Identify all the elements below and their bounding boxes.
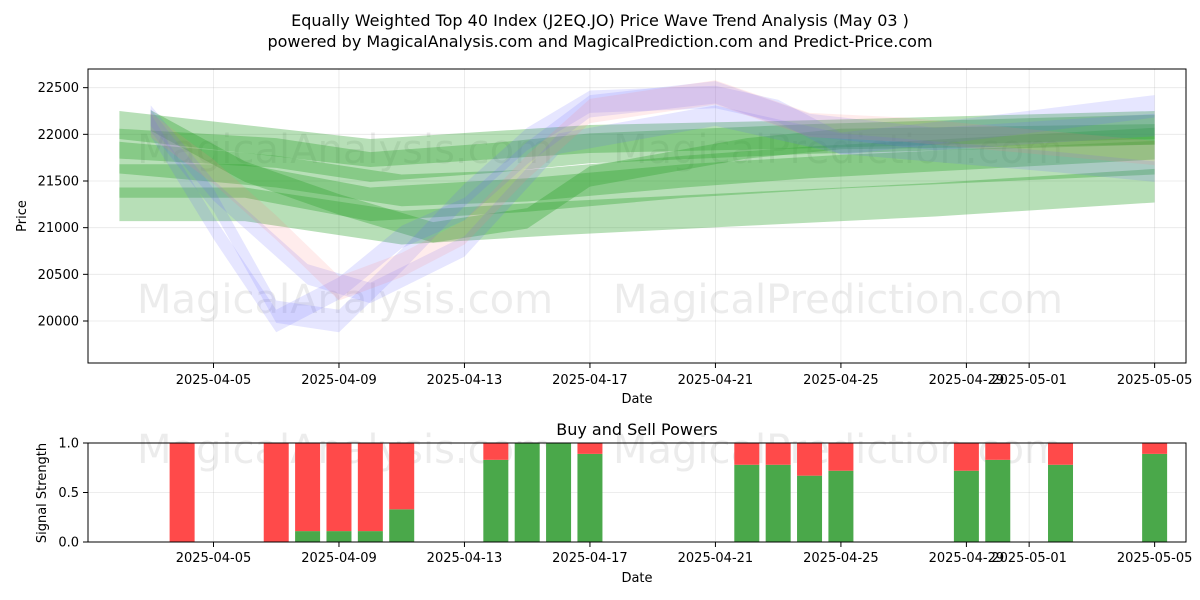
price-y-tick-label: 21000 bbox=[38, 221, 79, 236]
buy-sell-x-tick-label: 2025-04-17 bbox=[552, 551, 628, 566]
chart-subtitle: powered by MagicalAnalysis.com and Magic… bbox=[267, 32, 932, 51]
buy-bar bbox=[514, 443, 540, 542]
buy-bar bbox=[295, 531, 321, 542]
buy-sell-y-axis-label: Signal Strength bbox=[35, 443, 50, 543]
buy-sell-x-tick-label: 2025-05-05 bbox=[1117, 551, 1193, 566]
price-y-axis-label: Price bbox=[15, 200, 30, 232]
sell-bar bbox=[765, 443, 791, 465]
buy-bar bbox=[953, 470, 979, 542]
sell-bar bbox=[169, 443, 195, 542]
sell-bar bbox=[1142, 443, 1168, 454]
buy-bar bbox=[357, 531, 383, 542]
buy-sell-bars bbox=[169, 443, 1168, 542]
buy-bar bbox=[1142, 453, 1168, 542]
sell-bar bbox=[483, 443, 509, 460]
price-x-tick-label: 2025-04-25 bbox=[803, 373, 879, 388]
buy-bar bbox=[765, 464, 791, 542]
buy-bar bbox=[326, 531, 352, 542]
price-wave-series bbox=[119, 80, 1155, 333]
buy-sell-x-ticks: 2025-04-05 2025-04-09 2025-04-13 2025-04-17… bbox=[176, 542, 1193, 566]
buy-bar bbox=[1048, 464, 1074, 542]
price-wave-band-green bbox=[119, 111, 1155, 167]
buy-sell-x-axis-label: Date bbox=[621, 571, 652, 586]
buy-sell-x-tick-label: 2025-05-01 bbox=[991, 551, 1067, 566]
price-wave-band-green bbox=[150, 110, 1155, 243]
buy-bar bbox=[797, 475, 823, 542]
price-wave-band-green bbox=[119, 114, 1155, 182]
price-plot-frame bbox=[87, 68, 1187, 364]
watermark-prediction-middle: MagicalPrediction.com bbox=[613, 277, 1063, 323]
sell-bar bbox=[326, 443, 352, 532]
price-wave-band-red bbox=[150, 80, 1155, 301]
watermark-prediction-top: MagicalPrediction.com bbox=[613, 127, 1063, 173]
price-y-tick-label: 20000 bbox=[38, 315, 79, 330]
buy-bar bbox=[985, 459, 1011, 542]
price-wave-band-green bbox=[119, 140, 1155, 222]
price-wave-band-green bbox=[119, 168, 1155, 245]
price-x-tick-label: 2025-04-13 bbox=[427, 373, 503, 388]
price-x-tick-label: 2025-04-05 bbox=[176, 373, 252, 388]
price-wave-band-green bbox=[119, 127, 1155, 207]
buy-sell-x-tick-label: 2025-04-13 bbox=[427, 551, 503, 566]
buy-sell-y-tick-label: 0.0 bbox=[58, 536, 79, 551]
buy-bar bbox=[734, 464, 760, 542]
buy-bar bbox=[483, 459, 509, 542]
price-wave-band-blue bbox=[150, 81, 1155, 333]
sell-bar bbox=[985, 443, 1011, 460]
sell-bar bbox=[295, 443, 321, 532]
buy-bar bbox=[546, 443, 572, 542]
buy-sell-y-tick-label: 1.0 bbox=[58, 437, 79, 452]
sell-bar bbox=[1048, 443, 1074, 465]
buy-sell-y-tick-label: 0.5 bbox=[58, 486, 79, 501]
price-x-tick-label: 2025-05-01 bbox=[991, 373, 1067, 388]
buy-sell-x-tick-label: 2025-04-05 bbox=[176, 551, 252, 566]
price-y-tick-label: 20500 bbox=[38, 268, 79, 283]
sell-bar bbox=[797, 443, 823, 476]
sell-bar bbox=[577, 443, 603, 454]
sell-bar bbox=[828, 443, 854, 471]
buy-sell-y-ticks: 0.0 0.5 1.0 bbox=[58, 437, 88, 551]
watermark-analysis-top: MagicalAnalysis.com bbox=[137, 127, 553, 173]
buy-sell-x-tick-label: 2025-04-21 bbox=[678, 551, 754, 566]
watermark-analysis-middle: MagicalAnalysis.com bbox=[137, 277, 553, 323]
price-y-ticks: 20000 20500 21000 21500 22000 22500 bbox=[38, 81, 88, 330]
price-y-tick-label: 22500 bbox=[38, 81, 79, 96]
price-plot-background bbox=[88, 69, 1186, 363]
price-x-tick-label: 2025-05-05 bbox=[1117, 373, 1193, 388]
price-y-tick-label: 21500 bbox=[38, 175, 79, 190]
buy-sell-x-tick-label: 2025-04-09 bbox=[301, 551, 377, 566]
price-x-axis-label: Date bbox=[621, 392, 652, 407]
sell-bar bbox=[734, 443, 760, 465]
sell-bar bbox=[263, 443, 289, 542]
sell-bar bbox=[953, 443, 979, 471]
price-x-ticks: 2025-04-05 2025-04-09 2025-04-13 2025-04-17… bbox=[176, 363, 1193, 388]
buy-bar bbox=[389, 509, 415, 542]
price-gridlines bbox=[88, 69, 1186, 363]
buy-sell-x-tick-label: 2025-04-25 bbox=[803, 551, 879, 566]
sell-bar bbox=[389, 443, 415, 510]
buy-sell-chart: Buy and Sell Powers MagicalAnalysis.com … bbox=[35, 420, 1192, 586]
buy-bar bbox=[828, 470, 854, 542]
price-x-tick-label: 2025-04-09 bbox=[301, 373, 377, 388]
buy-bar bbox=[577, 453, 603, 542]
buy-sell-title: Buy and Sell Powers bbox=[556, 420, 718, 439]
price-x-tick-label: 2025-04-17 bbox=[552, 373, 628, 388]
sell-bar bbox=[357, 443, 383, 532]
price-chart: MagicalAnalysis.com MagicalPrediction.co… bbox=[15, 68, 1193, 407]
price-watermarks: MagicalAnalysis.com MagicalPrediction.co… bbox=[137, 127, 1063, 323]
price-wave-band-blue bbox=[150, 85, 1155, 333]
price-x-tick-label: 2025-04-21 bbox=[678, 373, 754, 388]
buy-sell-x-tick-label: 2025-04-29 bbox=[929, 551, 1005, 566]
price-wave-band-blue bbox=[150, 105, 1155, 304]
chart-title: Equally Weighted Top 40 Index (J2EQ.JO) … bbox=[291, 11, 909, 30]
price-y-tick-label: 22000 bbox=[38, 128, 79, 143]
price-x-tick-label: 2025-04-29 bbox=[929, 373, 1005, 388]
